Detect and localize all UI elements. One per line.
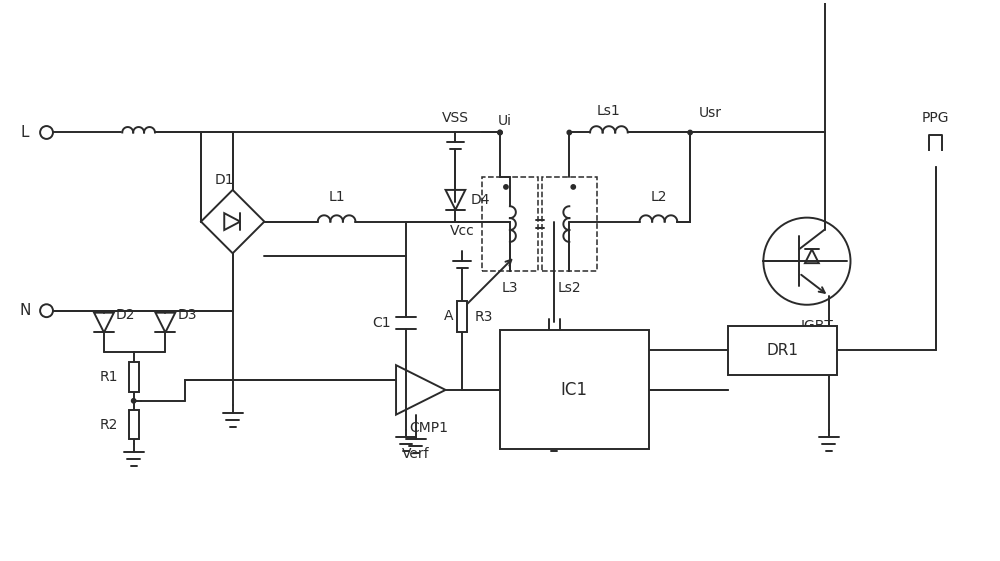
Text: C2: C2 (543, 346, 562, 360)
Circle shape (571, 185, 575, 189)
Bar (542, 177, 597, 271)
Circle shape (688, 130, 692, 135)
Text: D2: D2 (116, 307, 135, 321)
Text: N: N (19, 303, 30, 318)
Circle shape (131, 399, 136, 403)
Bar (728, 325, 837, 375)
Bar (129, 410, 139, 439)
Text: C1: C1 (372, 316, 391, 330)
Circle shape (498, 130, 502, 135)
Bar (500, 330, 649, 449)
Bar (129, 362, 139, 392)
Text: R1: R1 (100, 370, 118, 384)
Text: DR1: DR1 (766, 343, 798, 358)
Circle shape (504, 185, 508, 189)
Text: PPG: PPG (922, 111, 949, 125)
Text: IGBT: IGBT (800, 319, 833, 333)
Text: Ls1: Ls1 (597, 104, 621, 118)
Text: D1: D1 (215, 173, 235, 187)
Text: L: L (21, 125, 29, 140)
Bar (482, 177, 538, 271)
Text: D3: D3 (177, 307, 197, 321)
Text: Ls2: Ls2 (557, 281, 581, 295)
Text: Vcc: Vcc (450, 224, 475, 238)
Text: Usr: Usr (698, 105, 721, 119)
Text: R3: R3 (475, 310, 493, 324)
Circle shape (567, 130, 571, 135)
Circle shape (498, 130, 502, 135)
Text: CMP1: CMP1 (409, 421, 448, 435)
Text: Verf: Verf (402, 447, 430, 461)
Text: A: A (444, 309, 453, 323)
Text: VSS: VSS (442, 111, 469, 125)
Text: IC1: IC1 (561, 381, 588, 399)
Text: L2: L2 (650, 190, 667, 204)
Bar (457, 301, 467, 333)
Text: R2: R2 (100, 417, 118, 431)
Text: D4: D4 (470, 193, 490, 207)
Text: Ui: Ui (498, 113, 512, 127)
Text: L1: L1 (328, 190, 345, 204)
Text: L3: L3 (502, 281, 518, 295)
